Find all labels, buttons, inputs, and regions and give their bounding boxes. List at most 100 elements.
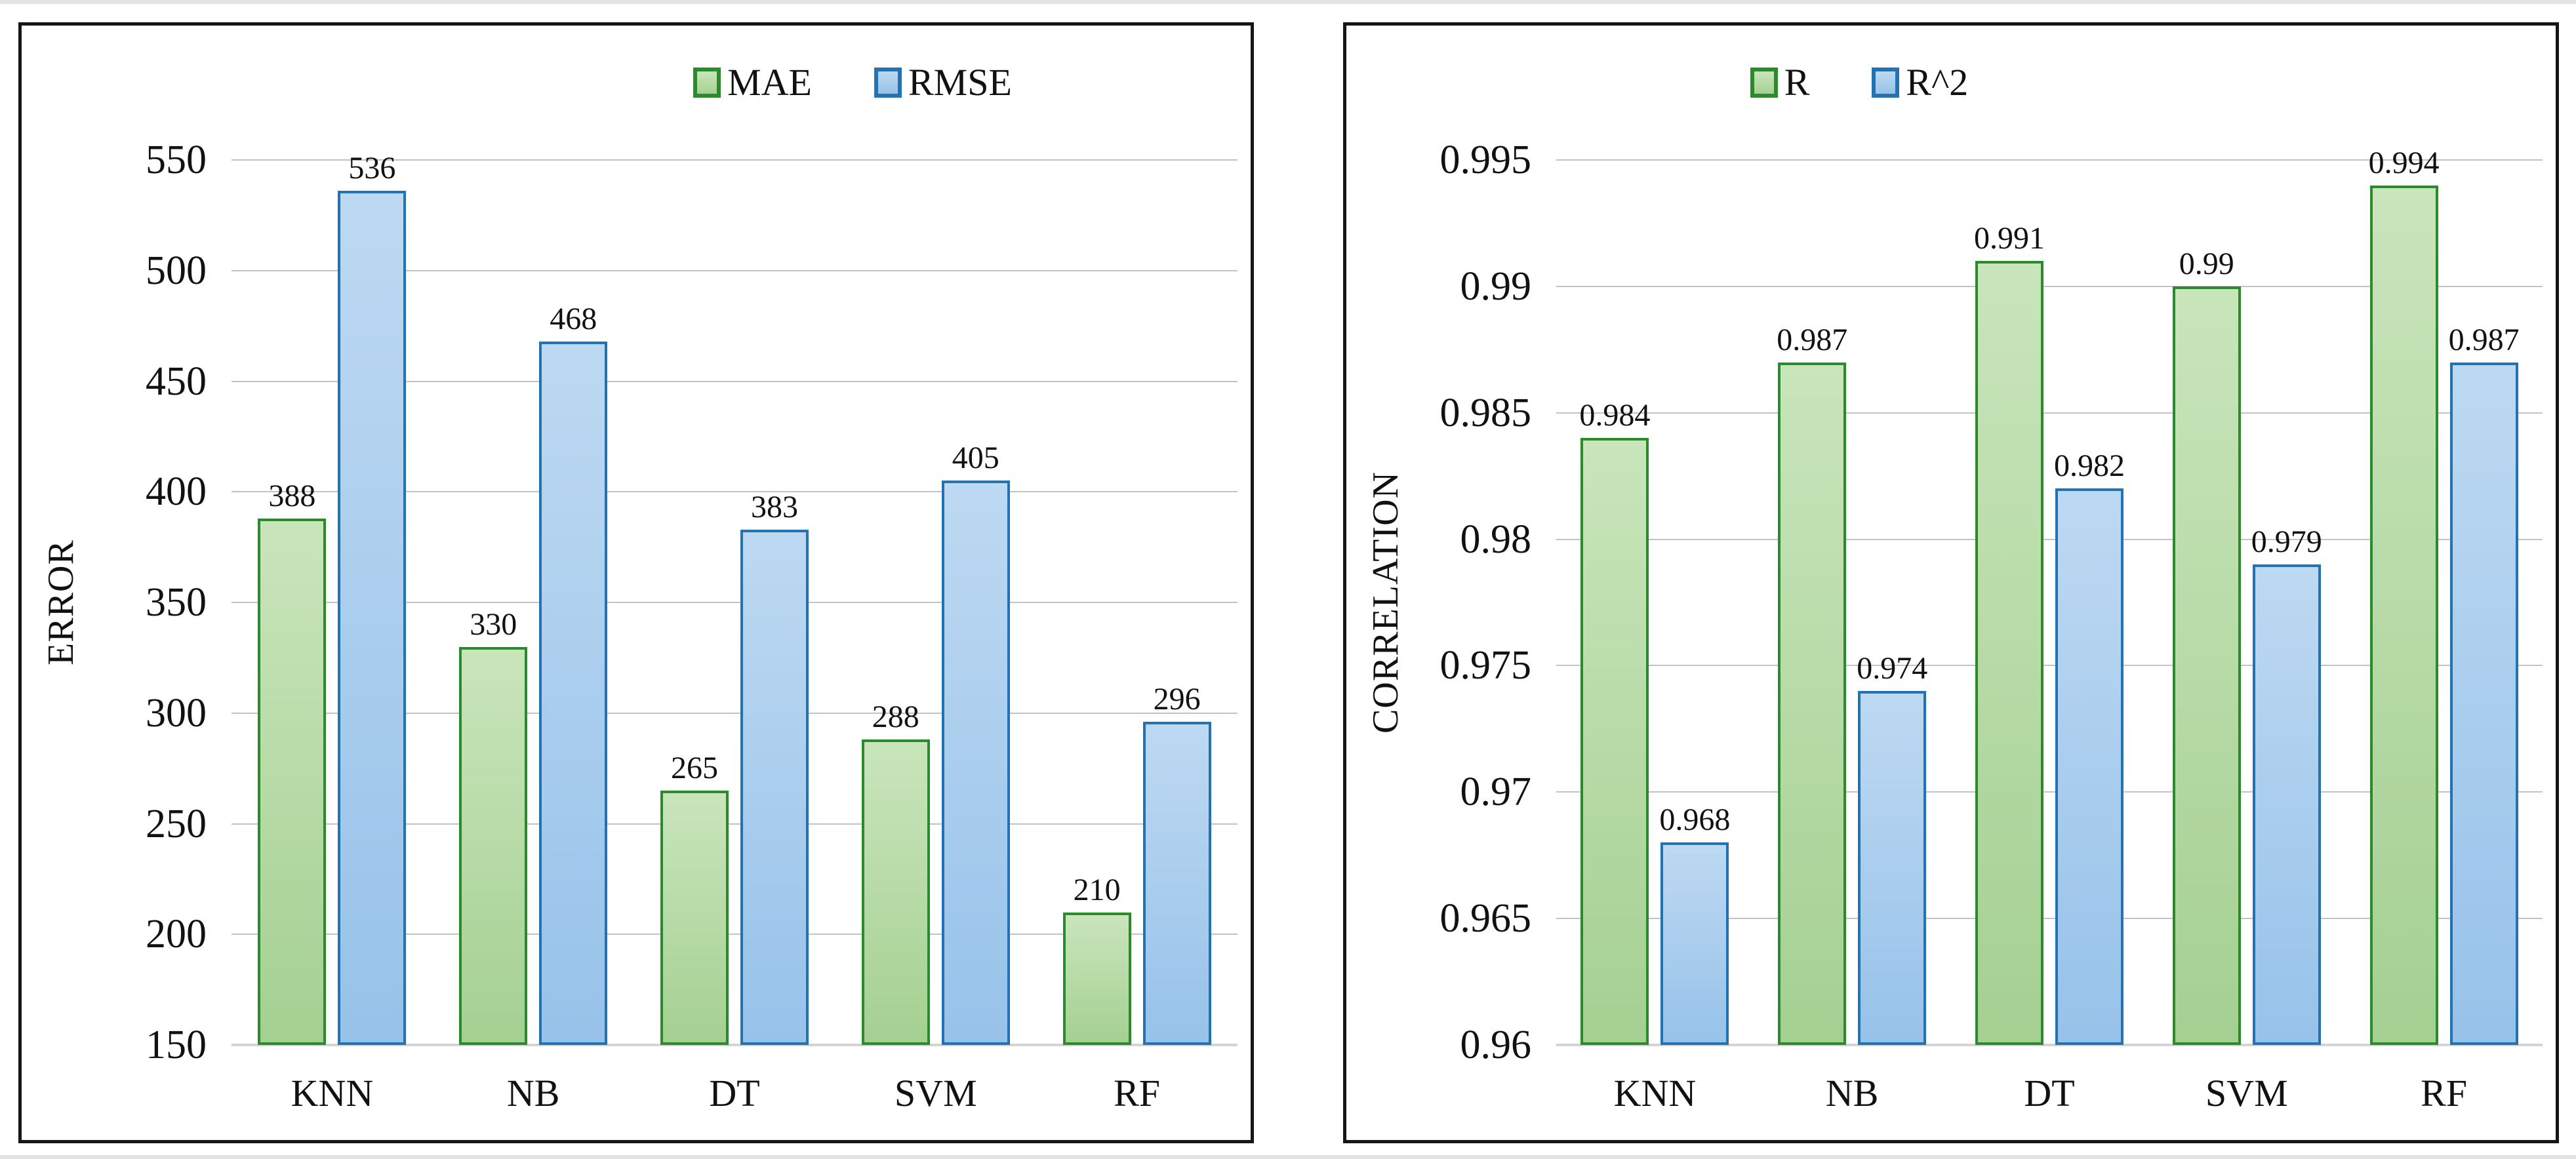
category-group-rf: 0.994 0.987 bbox=[2345, 147, 2543, 1045]
bar-r-rf: 0.994 bbox=[2369, 147, 2440, 1045]
x-axis-label-nb: NB bbox=[1825, 1072, 1879, 1114]
x-axis-label-svm: SVM bbox=[2205, 1072, 2288, 1114]
bar-value-label: 0.987 bbox=[1777, 322, 1848, 357]
category-group-nb: 0.987 0.974 bbox=[1754, 160, 1951, 1045]
correlation-chart-panel: R R^2 CORRELATION 0.96 0.965 0.97 0.975 0.98… bbox=[1343, 22, 2559, 1143]
y-axis-tick-labels: 0.96 0.965 0.97 0.975 0.98 0.985 0.99 0.995 bbox=[1346, 140, 1532, 1065]
bar-value-label: 296 bbox=[1153, 682, 1201, 717]
bar-mae-nb: 330 bbox=[459, 608, 528, 1045]
gridline bbox=[231, 933, 1238, 935]
bar-r2-knn: 0.968 bbox=[1659, 804, 1730, 1045]
bar-value-label: 405 bbox=[952, 441, 999, 476]
category-group-dt: 0.991 0.982 bbox=[1951, 160, 2148, 1045]
bar-r-knn: 0.984 bbox=[1579, 400, 1650, 1045]
correlation-chart-legend: R R^2 bbox=[1255, 64, 2464, 102]
y-tick-label: 500 bbox=[146, 248, 207, 293]
gridline bbox=[1556, 918, 2543, 920]
axis-baseline bbox=[231, 1044, 1238, 1046]
gridline bbox=[1556, 285, 2543, 287]
category-group-rf: 210 296 bbox=[1036, 160, 1238, 1045]
y-tick-label: 250 bbox=[146, 801, 207, 846]
category-group-svm: 0.99 0.979 bbox=[2148, 160, 2345, 1045]
gridline bbox=[231, 712, 1238, 714]
x-axis-label-nb: NB bbox=[506, 1072, 560, 1114]
y-tick-label: 0.99 bbox=[1460, 264, 1532, 309]
bar-value-label: 388 bbox=[268, 478, 316, 513]
legend-item-mae: MAE bbox=[693, 64, 812, 102]
y-tick-label: 200 bbox=[146, 912, 207, 957]
bar-rmse-dt: 383 bbox=[740, 491, 809, 1045]
bar-value-label: 468 bbox=[550, 301, 597, 336]
bar-value-label: 0.979 bbox=[2251, 524, 2322, 560]
y-tick-label: 0.965 bbox=[1439, 896, 1532, 941]
bar-r-dt: 0.991 bbox=[1974, 223, 2045, 1045]
bar-rmse-knn: 536 bbox=[338, 153, 407, 1045]
gridline bbox=[231, 823, 1238, 825]
bar-r2-dt: 0.982 bbox=[2054, 450, 2125, 1045]
bar-value-label: 0.984 bbox=[1579, 398, 1651, 433]
x-axis-label-knn: KNN bbox=[1613, 1072, 1697, 1114]
bar-value-label: 0.968 bbox=[1659, 802, 1731, 838]
gridline bbox=[1556, 791, 2543, 793]
bar-value-label: 0.994 bbox=[2368, 145, 2440, 180]
x-axis-labels: KNN NB DT SVM RF bbox=[231, 1074, 1238, 1112]
bar-value-label: 210 bbox=[1073, 872, 1121, 907]
bar-value-label: 536 bbox=[348, 151, 396, 186]
error-chart-panel: MAE RMSE ERROR 150 200 250 300 350 400 450 500 5… bbox=[18, 22, 1254, 1143]
y-tick-label: 0.995 bbox=[1439, 138, 1532, 182]
bar-r2-svm: 0.979 bbox=[2251, 526, 2322, 1045]
y-tick-label: 0.97 bbox=[1460, 770, 1532, 815]
category-group-knn: 0.984 0.968 bbox=[1556, 160, 1754, 1045]
y-tick-label: 0.975 bbox=[1439, 643, 1532, 688]
gridline bbox=[231, 380, 1238, 382]
x-axis-label-dt: DT bbox=[2024, 1072, 2075, 1114]
y-tick-label: 350 bbox=[146, 580, 207, 625]
gridline bbox=[231, 159, 1238, 161]
y-axis-tick-labels: 150 200 250 300 350 400 450 500 550 bbox=[22, 140, 207, 1065]
axis-baseline bbox=[1556, 1044, 2543, 1046]
category-group-nb: 330 468 bbox=[433, 160, 634, 1045]
bar-value-label: 0.99 bbox=[2179, 246, 2234, 281]
bar-value-label: 0.987 bbox=[2448, 322, 2520, 357]
x-axis-label-knn: KNN bbox=[291, 1072, 374, 1114]
y-tick-label: 450 bbox=[146, 359, 207, 404]
bar-mae-knn: 388 bbox=[258, 480, 327, 1045]
gridline bbox=[1556, 665, 2543, 667]
bar-value-label: 383 bbox=[750, 489, 798, 524]
bar-value-label: 330 bbox=[470, 606, 517, 642]
bar-rmse-rf: 296 bbox=[1142, 684, 1211, 1045]
bar-r2-nb: 0.974 bbox=[1857, 653, 1927, 1045]
legend-item-r: R bbox=[1750, 61, 1810, 104]
legend-swatch-r2 bbox=[1872, 68, 1900, 98]
y-tick-label: 0.985 bbox=[1439, 390, 1532, 435]
bar-mae-dt: 265 bbox=[660, 752, 729, 1045]
legend-item-r2: R^2 bbox=[1872, 64, 1968, 102]
category-group-svm: 288 405 bbox=[835, 160, 1036, 1045]
error-chart-legend: MAE RMSE bbox=[238, 64, 1467, 102]
legend-swatch-rmse bbox=[874, 68, 902, 98]
legend-swatch-mae bbox=[693, 68, 721, 98]
category-group-knn: 388 536 bbox=[231, 153, 433, 1045]
y-tick-label: 0.96 bbox=[1460, 1023, 1532, 1067]
bar-r-nb: 0.987 bbox=[1777, 324, 1847, 1045]
correlation-chart-plot-area: 0.984 0.968 0.987 0.974 0.991 0.982 0.99 0.979 0… bbox=[1556, 147, 2543, 1046]
bar-mae-svm: 288 bbox=[861, 701, 930, 1045]
legend-item-rmse: RMSE bbox=[874, 64, 1012, 102]
bar-r-svm: 0.99 bbox=[2172, 248, 2241, 1045]
bar-rmse-nb: 468 bbox=[539, 303, 608, 1045]
y-tick-label: 150 bbox=[146, 1023, 207, 1067]
y-tick-label: 550 bbox=[146, 138, 207, 182]
bar-r2-rf: 0.987 bbox=[2449, 324, 2520, 1045]
gridline bbox=[231, 491, 1238, 493]
gridline bbox=[231, 269, 1238, 271]
bar-value-label: 265 bbox=[670, 750, 718, 785]
gridline bbox=[1556, 412, 2543, 414]
legend-label-r: R bbox=[1784, 61, 1810, 104]
legend-label-mae: MAE bbox=[727, 61, 812, 104]
gridline bbox=[1556, 159, 2543, 161]
bar-value-label: 0.991 bbox=[1973, 221, 2045, 256]
gridline bbox=[231, 602, 1238, 603]
x-axis-label-rf: RF bbox=[1114, 1072, 1161, 1114]
category-group-dt: 265 383 bbox=[634, 160, 835, 1045]
bar-mae-rf: 210 bbox=[1062, 874, 1131, 1045]
